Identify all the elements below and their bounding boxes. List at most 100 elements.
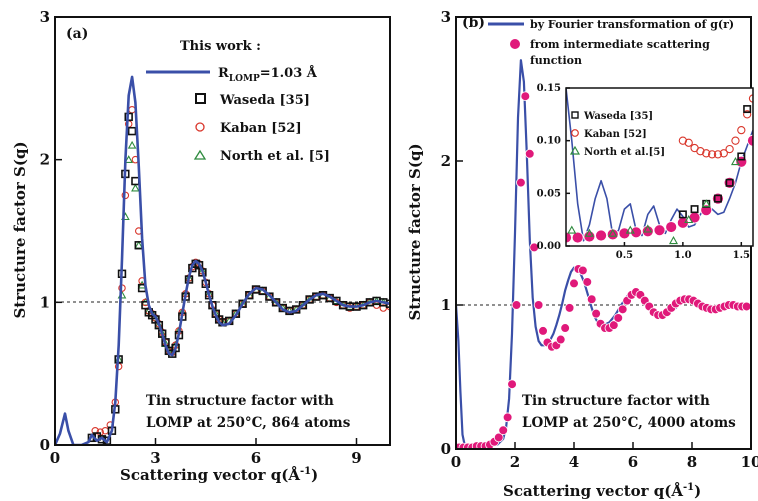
inset-marker-waseda-3	[713, 194, 722, 203]
annotation-b-line1: Tin structure factor with	[522, 393, 710, 409]
marker-isf-25	[564, 303, 575, 313]
inset-marker-isf-1	[571, 231, 584, 244]
a-x-tick-label-2: 6	[251, 449, 261, 467]
inset-marker-north-3	[625, 225, 635, 234]
x-axis-label-a-close: )	[311, 466, 318, 484]
legend-label-north-a: North et al. [5]	[220, 149, 330, 164]
marker-isf-28	[578, 265, 588, 276]
b-x-tick-label-3: 6	[628, 453, 638, 471]
legend-marker-waseda-a	[195, 93, 206, 104]
panel-b: 0 2 4 6 8 10 0 1 2 3 (b) by Fourier transformatio…	[406, 8, 758, 500]
marker-waseda-a-54	[332, 296, 341, 306]
inset-x-tick-label-2: 1.5	[733, 250, 750, 261]
a-x-tick-label-1: 3	[150, 449, 160, 467]
legend-marker-isf	[509, 38, 521, 50]
marker-waseda-a-10	[127, 126, 137, 136]
marker-waseda-a-49	[298, 300, 308, 310]
inset-background	[566, 88, 753, 246]
annotation-b-line2: LOMP at 250°C, 4000 atoms	[522, 415, 736, 431]
inset-legend-label-waseda: Waseda [35]	[583, 111, 653, 122]
inset-marker-kaban-6	[713, 150, 723, 159]
a-x-tick-label-3: 9	[351, 449, 361, 467]
inset-marker-kaban-1	[684, 138, 693, 147]
inset-marker-kaban-11	[743, 110, 752, 119]
inset-legend-label-north: North et al.[5]	[584, 147, 665, 158]
marker-isf-14	[516, 177, 526, 188]
axes-frame-a	[54, 16, 391, 446]
a-y-tick-label-3: 3	[40, 8, 50, 26]
marker-waseda-a-41	[245, 290, 254, 300]
ticks-b: 0 2 4 6 8 10 0 1 2 3	[441, 8, 758, 471]
inset-marker-north-4	[643, 224, 653, 233]
legend-label-waseda-a: Waseda [35]	[219, 93, 310, 108]
marker-north-a-3	[124, 155, 134, 163]
inset-legend-marker-waseda	[571, 111, 579, 119]
legend-marker-kaban-a	[195, 122, 205, 132]
inset-marker-isf-9	[665, 221, 678, 233]
marker-isf-15	[520, 91, 531, 101]
marker-isf-29	[582, 277, 593, 287]
inset-marker-waseda-6	[743, 105, 752, 114]
marker-waseda-a-40	[238, 299, 247, 308]
legend-label-isf-line2: function	[530, 54, 582, 67]
a-x-tick-label-0: 0	[50, 449, 60, 467]
y-axis-label-b: Structure factor S(q)	[406, 143, 424, 320]
inset-marker-north-5	[668, 235, 679, 245]
inset-marker-kaban-8	[725, 144, 734, 154]
inset-marker-isf-16	[747, 134, 753, 147]
inset-marker-kaban-3	[696, 147, 705, 156]
inset-legend-marker-kaban	[571, 129, 579, 137]
marker-isf-30	[586, 294, 597, 305]
b-y-tick-label-0: 0	[441, 440, 451, 458]
inset-marker-isf-8	[653, 224, 666, 237]
inset-plot-area	[566, 88, 753, 245]
marker-isf-31	[591, 308, 601, 319]
inset-marker-isf-3	[595, 229, 607, 242]
marker-isf-13	[511, 300, 522, 310]
inset-ticks: 0.5 1.0 1.5 0.00 0.05 0.10 0.15	[537, 83, 750, 261]
marker-north-a-4	[127, 140, 137, 149]
marker-isf-11	[502, 412, 513, 423]
inset-marker-north-7	[701, 199, 711, 208]
legend-label-lomp: RLOMP=1.03 Å	[218, 65, 318, 84]
marker-isf-19	[538, 326, 548, 336]
marker-isf-18	[533, 300, 544, 310]
marker-kaban-a-59	[372, 301, 381, 309]
inset-marker-waseda-5	[737, 152, 746, 161]
b-x-tick-label-4: 8	[687, 453, 697, 471]
y-axis-label-a: Structure factor S(q)	[11, 141, 29, 318]
panel-a: 0 3 6 9 0 1 2 3 (a) This work : RLOMP=1.03 Å Wa…	[11, 8, 391, 484]
marker-isf-12	[507, 379, 517, 390]
marker-waseda-a-44	[265, 292, 274, 301]
marker-kaban-a-60	[379, 304, 388, 312]
inset-marker-waseda-1	[690, 205, 699, 214]
x-axis-label-b: Scattering vector q(Å-1)	[503, 482, 701, 500]
inset-marker-kaban-10	[737, 125, 746, 135]
legend-label-fourier: by Fourier transformation of g(r)	[530, 18, 734, 31]
inset-marker-kaban-4	[702, 149, 711, 158]
legend-label-kaban-a: Kaban [52]	[220, 121, 302, 136]
marker-isf-65	[741, 301, 751, 312]
b-x-tick-label-5: 10	[741, 453, 758, 471]
legend-header-a: This work :	[180, 39, 261, 54]
marker-isf-36	[613, 313, 624, 323]
series-line-lomp	[55, 75, 390, 445]
inset-marker-north-1	[584, 228, 594, 237]
marker-isf-16	[524, 149, 535, 159]
x-axis-label-b-exponent: -1	[683, 482, 694, 493]
inset-marker-north-0	[567, 225, 577, 234]
inset-x-tick-label-0: 0.5	[616, 250, 633, 261]
inset-legend-marker-north	[569, 145, 581, 155]
b-x-tick-label-1: 2	[510, 453, 520, 471]
plot-area-b	[456, 59, 751, 449]
marker-isf-10	[498, 425, 509, 436]
inset-marker-isf-6	[630, 226, 643, 239]
legend-subscript-lomp: LOMP	[229, 74, 260, 84]
marker-isf-17	[529, 242, 539, 253]
b-y-tick-label-1: 1	[441, 296, 451, 314]
marker-isf-24	[560, 323, 570, 333]
inset-marker-kaban-7	[719, 149, 728, 158]
panel-label-a: (a)	[66, 26, 88, 42]
marker-waseda-a-45	[271, 298, 281, 307]
